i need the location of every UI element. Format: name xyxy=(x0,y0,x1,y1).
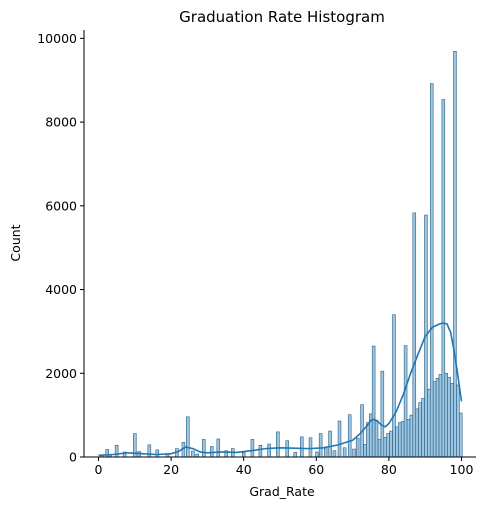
y-tick-label: 4000 xyxy=(45,282,77,297)
histogram-bar xyxy=(380,370,385,458)
histogram-bar xyxy=(250,439,255,458)
kde-curve xyxy=(98,322,463,457)
histogram-bar xyxy=(191,450,195,458)
histogram-bar xyxy=(300,436,304,458)
histogram-bar xyxy=(435,377,440,458)
histogram-bar xyxy=(456,384,460,458)
histogram-bar xyxy=(400,421,405,458)
histogram-bar xyxy=(352,448,356,458)
histogram-bar xyxy=(347,414,352,458)
histogram-bar xyxy=(377,439,382,458)
histogram-bar xyxy=(216,438,221,458)
histogram-bar xyxy=(315,451,319,458)
x-tick-label: 20 xyxy=(163,462,179,477)
histogram-bar xyxy=(337,420,342,458)
x-tick-label: 60 xyxy=(308,462,324,477)
histogram-bar xyxy=(392,314,396,458)
histogram-bar xyxy=(395,426,399,458)
histogram-bar xyxy=(318,433,323,458)
histogram-bar xyxy=(374,419,379,458)
x-axis-label: Grad_Rate xyxy=(249,484,315,499)
histogram-bar xyxy=(366,422,370,458)
histogram-bar xyxy=(406,419,411,458)
histogram-bar xyxy=(363,444,367,458)
histogram-bar xyxy=(418,402,422,458)
histogram-bar xyxy=(458,412,463,458)
histogram-bar xyxy=(276,431,280,458)
histogram-bar xyxy=(155,449,160,458)
histogram-bar xyxy=(403,345,408,458)
histogram-bar xyxy=(453,51,457,458)
bars-layer xyxy=(100,51,463,458)
chart-title: Graduation Rate Histogram xyxy=(179,8,385,26)
histogram-bar xyxy=(389,430,393,458)
histogram-bar xyxy=(323,446,328,458)
x-tick-label: 80 xyxy=(381,462,397,477)
y-axis-label: Count xyxy=(8,224,23,261)
y-tick-label: 10000 xyxy=(37,31,77,46)
y-tick-label: 8000 xyxy=(45,115,77,130)
histogram-bar xyxy=(398,422,402,458)
histogram-bar xyxy=(412,212,417,458)
histogram-bar xyxy=(267,443,271,458)
histogram-bar xyxy=(409,414,414,458)
histogram-bar xyxy=(105,449,109,458)
histogram-bar xyxy=(114,444,119,458)
histogram-bar xyxy=(450,383,454,458)
histogram-bar xyxy=(444,372,448,458)
y-tick-label: 2000 xyxy=(45,366,77,381)
y-tick-label: 6000 xyxy=(45,198,77,213)
histogram-bar xyxy=(332,450,337,458)
histogram-bar xyxy=(258,444,263,458)
histogram-bar xyxy=(202,439,206,458)
histogram-bar xyxy=(438,374,443,458)
histogram-bar xyxy=(186,416,190,458)
histogram-bar xyxy=(293,452,297,458)
histogram-bar xyxy=(421,398,425,458)
x-tick-label: 0 xyxy=(95,462,103,477)
histogram-bar xyxy=(447,377,451,458)
histogram-bar xyxy=(241,452,246,458)
x-axis-ticks: 0 20 40 60 80 100 xyxy=(95,457,474,477)
x-tick-label: 40 xyxy=(236,462,252,477)
histogram-bar xyxy=(355,437,360,458)
histogram-bar xyxy=(383,437,388,458)
histogram-bar xyxy=(429,83,434,458)
histogram-bar xyxy=(308,437,313,458)
histogram-bar xyxy=(285,440,290,458)
y-axis-ticks: 0 2000 4000 6000 8000 10000 xyxy=(37,31,84,465)
histogram-bar xyxy=(441,99,446,458)
histogram-bar xyxy=(371,345,376,458)
x-tick-label: 100 xyxy=(450,462,474,477)
histogram-bar xyxy=(328,430,332,458)
histogram-bar xyxy=(415,408,419,458)
histogram-bar xyxy=(147,444,152,458)
histogram-bar xyxy=(432,381,437,458)
y-tick-label: 0 xyxy=(69,450,77,465)
histogram-bar xyxy=(427,388,431,458)
histogram-bar xyxy=(386,433,390,458)
histogram-bar xyxy=(342,447,347,458)
